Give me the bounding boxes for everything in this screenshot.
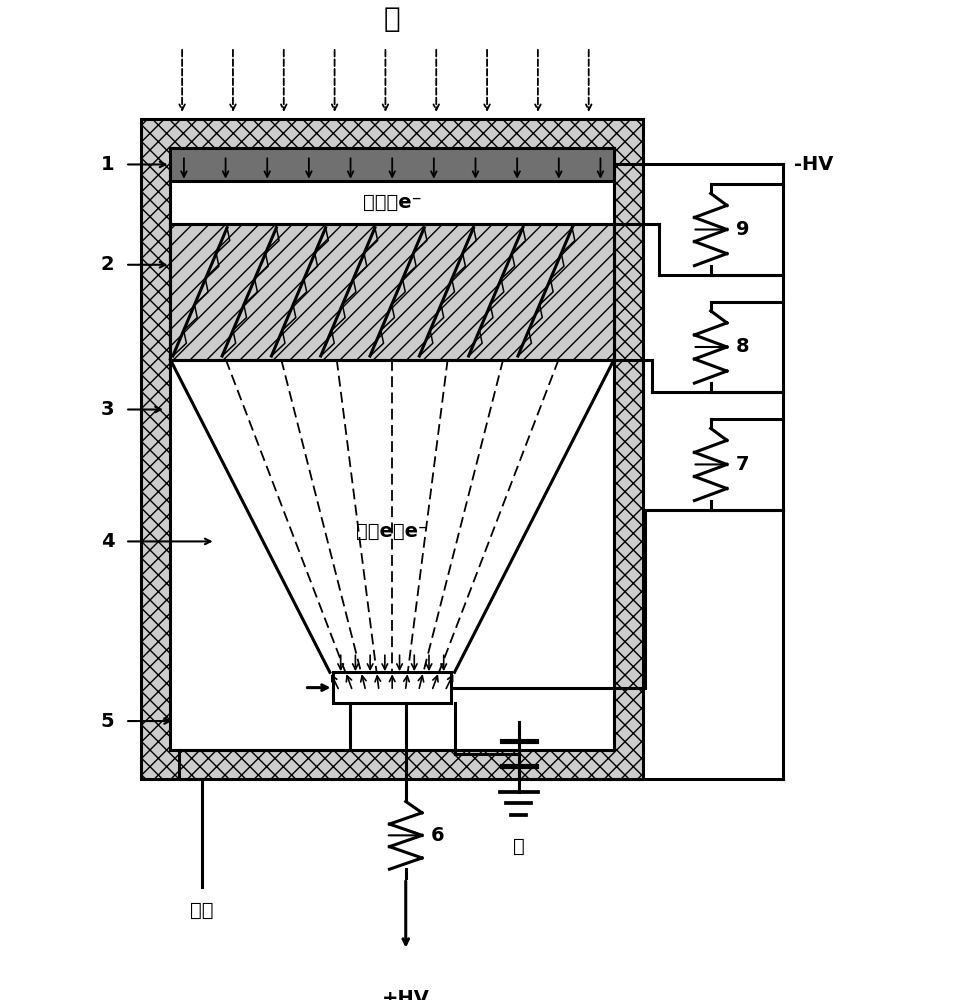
Text: 倍增e子e⁻: 倍增e子e⁻ [356, 522, 428, 541]
Bar [141, 119, 643, 779]
Text: 8: 8 [736, 337, 750, 356]
Text: -HV: -HV [794, 155, 834, 174]
Text: 地: 地 [513, 837, 525, 856]
Text: 4: 4 [100, 532, 114, 551]
Text: +HV: +HV [382, 989, 430, 1000]
Text: 光: 光 [384, 5, 401, 33]
Text: 7: 7 [736, 455, 750, 474]
Bar [170, 148, 614, 750]
Bar [170, 224, 614, 360]
Text: 5: 5 [100, 712, 114, 731]
Text: 信号: 信号 [190, 901, 213, 920]
Text: 2: 2 [100, 255, 114, 274]
Text: 6: 6 [431, 826, 444, 845]
Text: 光电子e⁻: 光电子e⁻ [363, 193, 421, 212]
Text: 1: 1 [100, 155, 114, 174]
Text: 9: 9 [736, 220, 750, 239]
Bar [170, 148, 614, 181]
Text: 3: 3 [100, 400, 114, 419]
Bar [333, 672, 451, 703]
